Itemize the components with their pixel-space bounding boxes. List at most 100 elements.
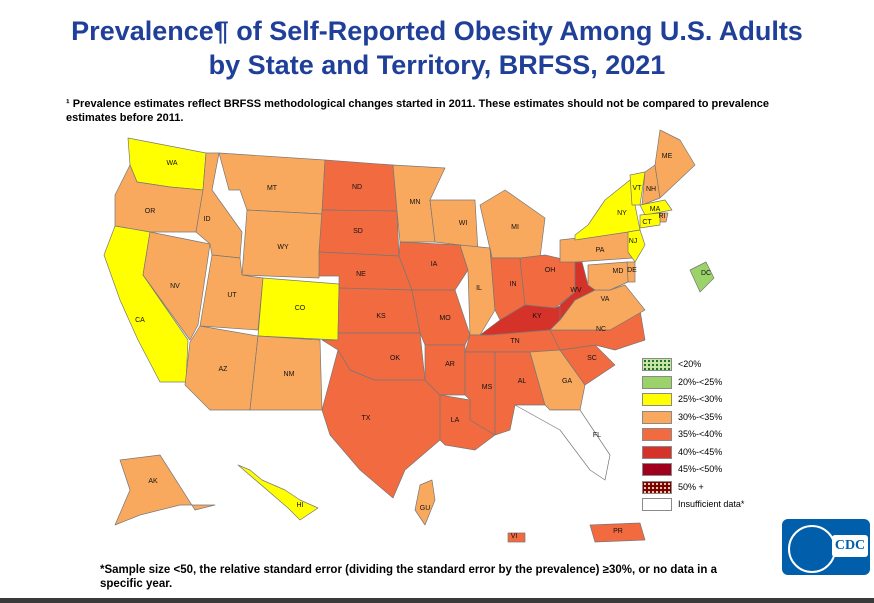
legend-label: 30%-<35% (678, 411, 723, 422)
state-ar (424, 344, 466, 396)
state-label-va: VA (601, 296, 610, 303)
state-label-gu: GU (420, 505, 431, 512)
legend-item-20to25: 20%-<25% (642, 375, 862, 390)
state-ks (337, 287, 421, 334)
state-label-de: DE (627, 267, 637, 274)
state-label-wa: WA (166, 160, 177, 167)
map-title: Prevalence¶ of Self-Reported Obesity Amo… (0, 14, 874, 82)
legend-swatch (642, 463, 672, 476)
state-label-id: ID (204, 216, 211, 223)
state-label-la: LA (451, 417, 460, 424)
state-label-ms: MS (482, 384, 493, 391)
state-label-in: IN (510, 281, 517, 288)
legend-item-45to50: 45%-<50% (642, 463, 862, 477)
legend-swatch (642, 445, 672, 459)
state-label-ar: AR (445, 361, 455, 368)
legend-item-40to45: 40%-<45% (642, 445, 862, 460)
title-line-2: by State and Territory, BRFSS, 2021 (208, 50, 666, 80)
state-label-mn: MN (410, 199, 421, 206)
title-line-1: Prevalence¶ of Self-Reported Obesity Amo… (71, 16, 803, 46)
state-label-mi: MI (511, 224, 519, 231)
cdc-logo: CDC (782, 519, 870, 575)
state-label-vt: VT (633, 185, 643, 192)
state-label-dc: DC (701, 270, 711, 277)
state-mt (218, 152, 326, 215)
state-label-nm: NM (284, 371, 295, 378)
legend-swatch (642, 358, 672, 371)
state-ny (574, 179, 641, 241)
legend-item-50plus: 50% + (642, 480, 862, 495)
state-label-mo: MO (439, 315, 451, 322)
state-pr (589, 522, 646, 543)
state-label-ia: IA (431, 261, 438, 268)
sample-size-note: *Sample size <50, the relative standard … (100, 564, 717, 590)
legend-label: 50% + (678, 481, 704, 492)
state-label-fl: FL (593, 432, 601, 439)
hhs-seal-icon (788, 525, 836, 573)
legend-label: 40%-<45% (678, 446, 723, 457)
state-label-il: IL (476, 285, 482, 292)
state-label-ok: OK (390, 355, 400, 362)
state-label-ak: AK (148, 478, 158, 485)
state-label-ri: RI (659, 213, 666, 220)
legend-label: Insufficient data* (678, 499, 745, 509)
state-label-ma: MA (650, 206, 661, 213)
state-label-al: AL (518, 378, 527, 385)
state-md (587, 261, 629, 291)
state-label-wi: WI (459, 220, 468, 227)
state-label-mt: MT (267, 185, 278, 192)
state-label-ga: GA (562, 378, 572, 385)
state-ak (114, 454, 216, 526)
state-label-hi: HI (297, 502, 304, 509)
state-label-az: AZ (219, 366, 229, 373)
state-label-me: ME (662, 153, 673, 160)
state-label-nc: NC (596, 326, 606, 333)
legend-swatch (642, 393, 672, 406)
state-label-oh: OH (545, 267, 556, 274)
legend-swatch (642, 375, 672, 389)
state-label-tx: TX (362, 415, 371, 422)
state-label-ks: KS (376, 313, 386, 320)
state-fl (514, 404, 611, 481)
state-nv (142, 231, 211, 341)
state-ma (639, 199, 673, 216)
legend-item-insufficient: Insufficient data* (642, 498, 862, 512)
state-label-ct: CT (642, 219, 652, 226)
state-me (654, 129, 696, 199)
legend-item-35to40: 35%-<40% (642, 428, 862, 442)
legend-swatch (642, 410, 672, 424)
legend-label: 25%-<30% (678, 394, 723, 404)
state-wv (559, 261, 596, 321)
state-label-ca: CA (135, 317, 145, 324)
state-label-pa: PA (596, 247, 605, 254)
legend-item-lt20: <20% (642, 358, 862, 372)
legend-label: 20%-<25% (678, 376, 723, 387)
legend-label: <20% (678, 359, 702, 369)
cdc-logo-text: CDC (832, 535, 868, 557)
state-label-nh: NH (646, 186, 656, 193)
state-label-co: CO (295, 305, 306, 312)
state-label-tn: TN (510, 338, 519, 345)
state-label-ky: KY (532, 313, 542, 320)
state-label-vi: VI (511, 533, 518, 540)
state-label-ny: NY (617, 210, 627, 217)
state-label-pr: PR (613, 528, 623, 535)
state-label-sc: SC (587, 355, 597, 362)
legend-item-30to35: 30%-<35% (642, 410, 862, 425)
state-dc (689, 261, 715, 293)
legend-swatch (642, 498, 672, 511)
state-label-nj: NJ (629, 238, 638, 245)
legend-item-25to30: 25%-<30% (642, 393, 862, 407)
state-gu (414, 479, 436, 526)
state-nj (627, 229, 646, 263)
legend-swatch (642, 428, 672, 441)
state-label-sd: SD (353, 228, 363, 235)
state-ct (639, 212, 661, 229)
legend-label: 35%-<40% (678, 429, 723, 439)
state-wy (241, 209, 323, 279)
state-label-nv: NV (170, 283, 180, 290)
state-label-wy: WY (277, 244, 289, 251)
state-label-nd: ND (352, 184, 362, 191)
legend-label: 45%-<50% (678, 464, 723, 474)
us-obesity-map: WA OR CA NV ID MT WY UT CO AZ NM ND SD NE KS OK TX MN IA MO… (103, 129, 715, 543)
